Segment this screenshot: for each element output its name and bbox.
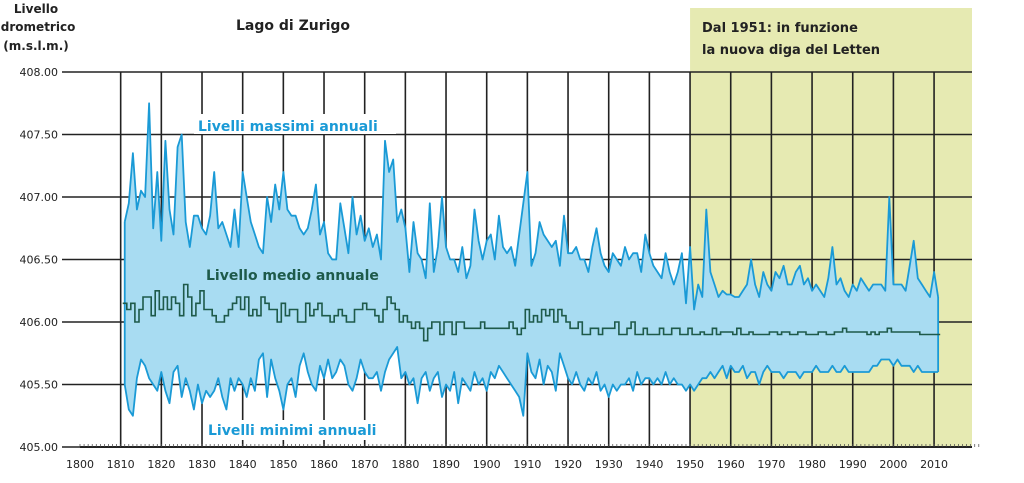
x-tick-label: 1940 xyxy=(635,458,663,471)
x-tick-label: 1930 xyxy=(595,458,623,471)
x-tick-label: 1800 xyxy=(66,458,94,471)
x-tick-label: 1900 xyxy=(473,458,501,471)
y-tick-label: 405.00 xyxy=(20,441,59,454)
annual-range-band xyxy=(124,103,939,416)
x-tick-label: 1830 xyxy=(188,458,216,471)
series-label-max: Livelli massimi annuali xyxy=(198,119,378,135)
x-tick-label: 1980 xyxy=(798,458,826,471)
min-levels-line xyxy=(123,346,939,417)
label-bg-min xyxy=(204,420,394,440)
grid: 405.00 405.50 406.00 406.50 407.00 407.50 408.… xyxy=(20,66,972,454)
chart-title: Lago di Zurigo xyxy=(236,18,350,34)
annotation-line2: la nuova diga del Letten xyxy=(702,43,880,58)
series-label-mean: Livello medio annuale xyxy=(206,268,379,284)
series-label-min: Livelli minimi annuali xyxy=(208,423,376,439)
dam-period-shading xyxy=(690,8,972,447)
x-tick-label: 1870 xyxy=(351,458,379,471)
x-tick-label: 1910 xyxy=(513,458,541,471)
x-tick-label: 1860 xyxy=(310,458,338,471)
x-tick-label: 1960 xyxy=(717,458,745,471)
y-axis-label-line2: idrometrico xyxy=(0,20,75,34)
y-tick-label: 406.00 xyxy=(20,316,59,329)
label-bg-max xyxy=(194,114,396,134)
x-tick-label: 1820 xyxy=(147,458,175,471)
x-tick-label: 1880 xyxy=(391,458,419,471)
series-marks xyxy=(122,102,941,417)
annotation-line1: Dal 1951: in funzione xyxy=(702,21,858,36)
x-tick-label: 1990 xyxy=(839,458,867,471)
y-axis-label-line1: Livello xyxy=(14,2,58,16)
y-axis-label-line3: (m.s.l.m.) xyxy=(3,39,68,53)
y-tick-label: 407.50 xyxy=(20,129,59,142)
x-tick-label: 1850 xyxy=(269,458,297,471)
x-tick-label: 2000 xyxy=(879,458,907,471)
x-tick-label: 1970 xyxy=(757,458,785,471)
x-tick-label: 1950 xyxy=(676,458,704,471)
x-tick-label: 1810 xyxy=(107,458,135,471)
y-tick-label: 408.00 xyxy=(20,66,59,79)
mean-level-step-line xyxy=(122,283,941,342)
max-levels-line xyxy=(123,102,939,311)
x-tick-label: 1840 xyxy=(229,458,257,471)
y-tick-label: 407.00 xyxy=(20,191,59,204)
x-tick-label: 1920 xyxy=(554,458,582,471)
y-tick-label: 405.50 xyxy=(20,379,59,392)
y-tick-label: 406.50 xyxy=(20,254,59,267)
x-tick-label: 2010 xyxy=(920,458,948,471)
x-axis: 1800 1810 1820 1830 1840 1850 1860 1870 1880 1890… xyxy=(66,444,980,471)
x-tick-label: 1890 xyxy=(432,458,460,471)
